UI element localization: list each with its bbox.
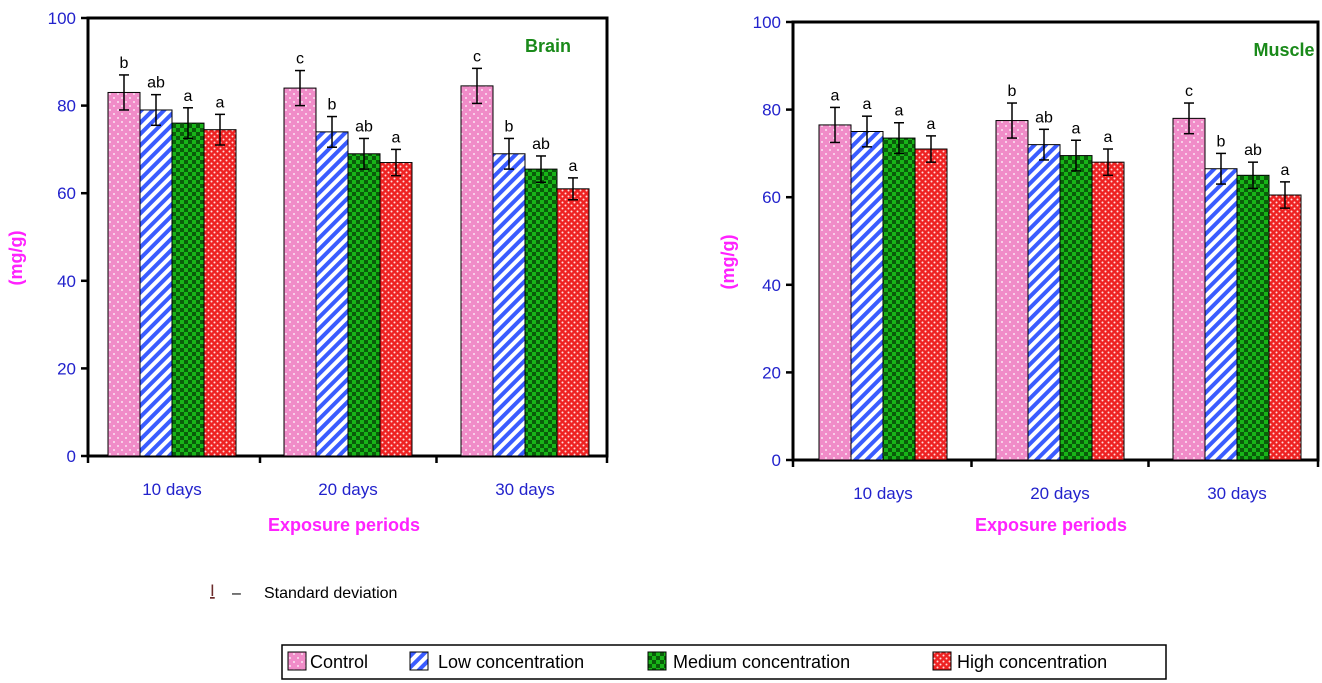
y-tick-label: 100 [48,9,76,28]
legend: Control Low concentration Medium concent… [281,644,1167,680]
bar-control [1172,117,1206,461]
legend-item-medium: Medium concentration [647,651,850,672]
panel-title: Brain [525,36,571,56]
y-tick-label: 60 [57,184,76,203]
significance-label: a [895,103,904,120]
significance-label: b [120,55,129,72]
significance-label: a [184,88,193,105]
significance-label: ab [355,118,373,135]
legend-label-high: High concentration [957,652,1107,672]
bar-high [914,148,948,461]
y-tick-label: 20 [762,363,781,382]
legend-swatch-high [932,651,952,671]
bar-medium [171,122,205,457]
y-tick-label: 100 [753,13,781,32]
significance-label: a [569,158,578,175]
x-tick-label: 20 days [1030,484,1090,503]
significance-label: ab [1244,142,1262,159]
y-tick-label: 60 [762,188,781,207]
x-tick-label: 30 days [1207,484,1267,503]
sd-symbol: I [210,581,215,600]
significance-label: a [1281,162,1290,179]
sd-text: Standard deviation [264,585,397,602]
significance-label: a [392,129,401,146]
legend-box [281,644,1167,680]
x-tick-label: 30 days [495,480,555,499]
bar-control [995,120,1029,461]
x-axis-title: Exposure periods [975,515,1127,535]
significance-label: ab [1035,109,1053,126]
bar-control [818,124,852,461]
bar-control [460,85,494,457]
legend-label-medium: Medium concentration [673,652,850,672]
legend-swatch-low [409,651,429,671]
y-tick-label: 80 [762,101,781,120]
bar-high [556,188,590,457]
y-axis-title: (mg/g) [718,235,738,290]
significance-label: c [473,48,481,65]
legend-swatch-medium [647,651,667,671]
x-tick-label: 10 days [853,484,913,503]
significance-label: b [505,118,514,135]
significance-label: a [831,87,840,104]
significance-label: a [216,94,225,111]
brain-chart: 0 20 40 60 80 100 10 days 20 days 30 days b c c ab b b… [6,9,609,535]
bar-high [1091,161,1125,461]
bar-low [139,109,173,457]
bar-low [1027,144,1061,461]
bar-medium [882,137,916,461]
legend-swatch-control [287,651,307,671]
significance-label: b [1217,133,1226,150]
significance-label: b [328,97,337,114]
x-tick-label: 10 days [142,480,202,499]
bar-medium [1059,155,1093,461]
legend-item-low: Low concentration [409,651,584,672]
significance-label: a [863,96,872,113]
bar-control [107,91,141,457]
y-tick-label: 80 [57,97,76,116]
bar-low [850,131,884,461]
y-tick-label: 20 [57,359,76,378]
x-tick-label: 20 days [318,480,378,499]
legend-item-high: High concentration [932,651,1107,672]
y-tick-label: 40 [762,276,781,295]
sd-dash: – [232,585,241,602]
legend-label-control: Control [310,652,368,672]
bar-high [379,162,413,457]
significance-label: b [1008,83,1017,100]
bar-low [315,131,349,457]
legend-label-low: Low concentration [438,652,584,672]
panel-title: Muscle [1253,40,1314,60]
y-tick-label: 0 [67,447,76,466]
significance-label: ab [532,136,550,153]
sd-note: I – Standard deviation [210,581,397,602]
significance-label: a [927,116,936,133]
y-tick-label: 40 [57,272,76,291]
bar-medium [524,168,558,457]
bar-control [283,87,317,457]
significance-label: c [296,51,304,68]
bar-high [203,129,237,457]
y-tick-label: 0 [772,451,781,470]
bar-low [1204,168,1238,461]
significance-label: a [1104,129,1113,146]
x-axis-title: Exposure periods [268,515,420,535]
bar-high [1268,194,1302,461]
bar-low [492,153,526,457]
bar-medium [347,153,381,457]
significance-label: a [1072,120,1081,137]
significance-label: c [1185,83,1193,100]
legend-item-control: Control [287,651,368,672]
significance-label: ab [147,75,165,92]
bar-medium [1236,174,1270,461]
y-axis-title: (mg/g) [6,231,26,286]
